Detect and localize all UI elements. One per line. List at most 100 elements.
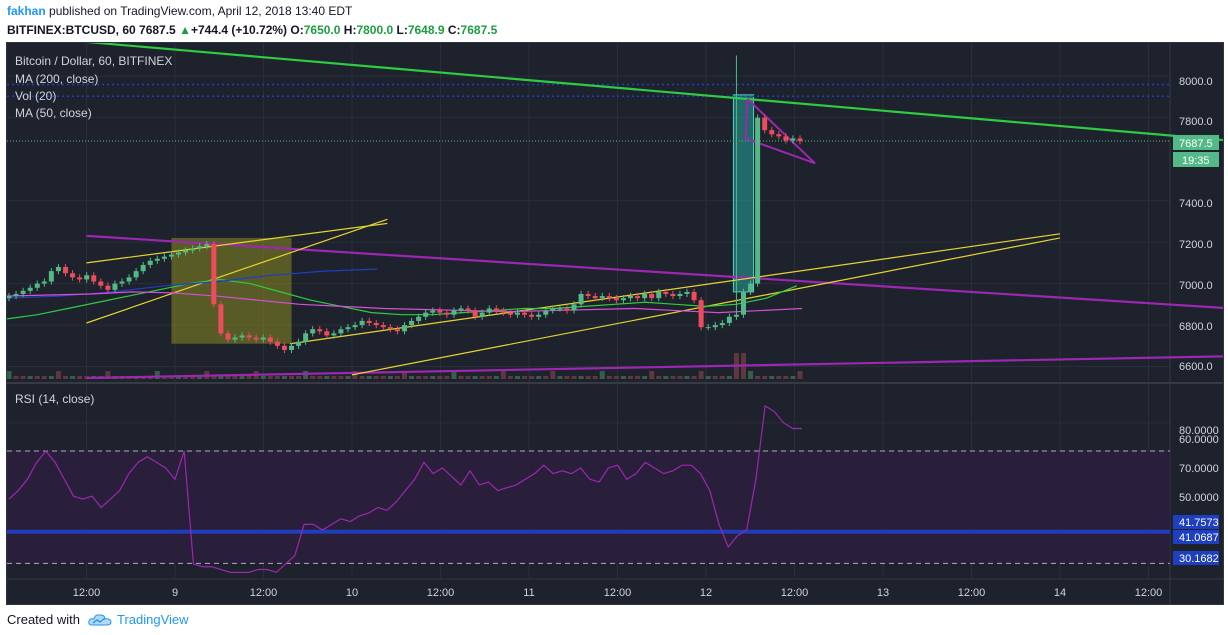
candle-body <box>55 267 61 272</box>
candle-body <box>486 308 492 313</box>
candle-body <box>437 310 443 313</box>
candle-body <box>211 244 217 305</box>
volume-bar <box>380 376 386 379</box>
volume-bar <box>218 376 224 379</box>
volume-bar <box>571 376 577 379</box>
candle-body <box>500 310 506 313</box>
volume-bar <box>387 376 393 379</box>
candle-body <box>543 310 549 315</box>
volume-bar <box>423 376 429 379</box>
volume-bar <box>281 376 287 379</box>
volume-bar <box>592 376 598 379</box>
candle-body <box>741 291 746 315</box>
open-label: O: <box>290 23 304 37</box>
volume-bar <box>359 376 365 379</box>
volume-bar <box>48 376 54 379</box>
volume-bar <box>719 376 725 379</box>
candle-body <box>289 345 294 350</box>
volume-bar <box>783 376 789 379</box>
up-arrow-icon: ▲ <box>179 23 191 37</box>
candle-body <box>599 296 605 299</box>
rsi-tag-30-1682-text: 30.1682 <box>1179 553 1219 565</box>
candle-body <box>409 320 415 326</box>
candles <box>6 55 803 354</box>
volume-bar <box>20 376 26 379</box>
candle-body <box>698 300 704 328</box>
price-tick-8000: 8000.0 <box>1179 76 1213 88</box>
candle-body <box>161 256 167 259</box>
candle-body <box>345 327 351 330</box>
highlight-boxes <box>171 94 755 344</box>
candle-body <box>204 244 210 247</box>
price-tick-7000: 7000.0 <box>1179 280 1213 292</box>
rsi-line <box>8 404 802 574</box>
volume-bar <box>430 376 436 379</box>
candle-body <box>515 312 520 315</box>
volume-bar <box>507 376 513 379</box>
candle-body <box>190 248 196 251</box>
candle-body <box>797 138 803 142</box>
volume-bar <box>797 371 803 379</box>
candle-body <box>493 308 499 311</box>
volume-bar <box>338 376 344 379</box>
candle-body <box>267 337 273 342</box>
candle-body <box>606 296 612 299</box>
candle-body <box>366 320 372 323</box>
candle-body <box>239 335 245 338</box>
low-label: L: <box>396 23 408 37</box>
volume-bar <box>416 376 422 379</box>
volume-bar <box>684 376 690 379</box>
price-tick-7400: 7400.0 <box>1179 198 1213 210</box>
chart-title: Bitcoin / Dollar, 60, BITFINEX <box>15 54 172 68</box>
time-axis: 12:00 9 12:00 10 12:00 11 12:00 12 12:00 13 12:00 1… <box>73 587 1163 599</box>
volume-bar <box>529 376 535 379</box>
volume-bar <box>437 376 443 379</box>
candle-body <box>380 325 386 328</box>
chart-canvas[interactable]: Bitcoin / Dollar, 60, BITFINEX MA (200, … <box>6 40 1228 604</box>
candle-body <box>310 329 316 334</box>
volume-bar <box>77 376 83 379</box>
time-label: 9 <box>172 587 178 599</box>
candle-body <box>522 312 528 315</box>
publish-header: fakhan published on TradingView.com, Apr… <box>0 0 1228 42</box>
rsi-pane <box>7 404 1170 574</box>
chart-frame[interactable]: Bitcoin / Dollar, 60, BITFINEX MA (200, … <box>6 40 1228 605</box>
candle-body <box>578 293 584 305</box>
candle-body <box>13 293 19 297</box>
candle-body <box>6 296 12 299</box>
volume-bar <box>677 376 683 379</box>
author-link[interactable]: fakhan <box>7 4 46 18</box>
candle-body <box>783 136 789 141</box>
candle-body <box>317 329 323 332</box>
volume-bar <box>649 371 655 379</box>
volume-bar <box>557 376 563 379</box>
volume-bar <box>225 376 231 379</box>
volume-bar <box>726 376 732 379</box>
volume-bar <box>303 371 309 379</box>
volume-bar <box>564 376 570 379</box>
volume-bar <box>70 376 76 379</box>
volume-bar <box>790 376 796 379</box>
time-label: 12:00 <box>1135 587 1163 599</box>
last-price-tag <box>1173 135 1219 150</box>
high-label: H: <box>343 23 357 37</box>
time-label: 12:00 <box>427 587 455 599</box>
volume-bar <box>670 376 676 379</box>
volume-bar <box>232 376 238 379</box>
volume-bar <box>493 376 499 379</box>
candle-body <box>529 314 535 317</box>
candle-body <box>63 267 68 274</box>
candle-body <box>20 290 26 294</box>
volume-bar <box>451 371 457 379</box>
volume-bar <box>663 376 669 379</box>
volume-label: Vol (20) <box>15 89 56 103</box>
trendline-yellow <box>289 233 1061 345</box>
rsi-tag-41-0687 <box>1173 530 1219 544</box>
volume-bar <box>536 376 542 379</box>
volume-bar <box>705 376 711 379</box>
candle-body <box>663 291 669 294</box>
candle-body <box>168 254 174 257</box>
volume-bar <box>486 376 492 379</box>
volume-bar <box>776 376 782 379</box>
tradingview-link[interactable]: TradingView <box>88 612 189 627</box>
